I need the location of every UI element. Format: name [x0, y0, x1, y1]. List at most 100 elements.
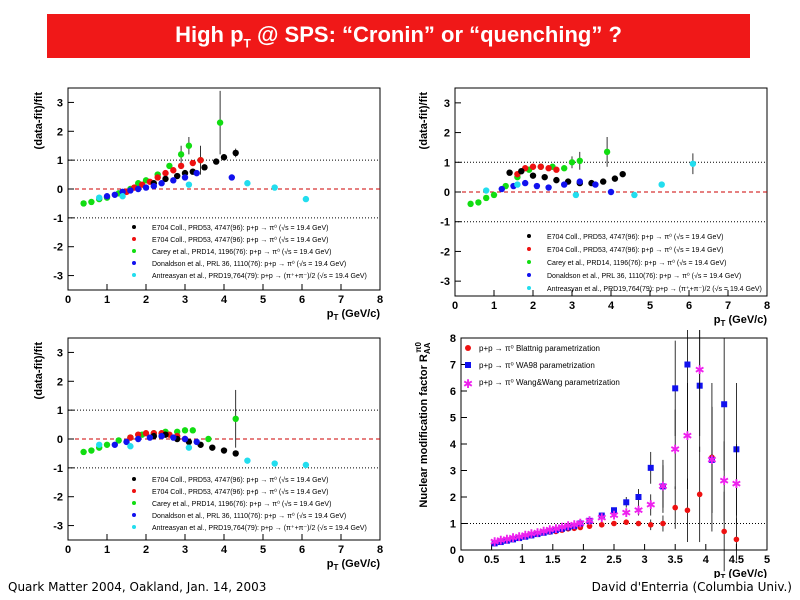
y-tick-label: 3: [444, 98, 450, 110]
data-point-square: [540, 529, 547, 536]
data-point-square: [611, 507, 617, 514]
x-axis-label: pT (GeV/c): [327, 308, 381, 322]
data-point: [658, 181, 665, 188]
data-point-square: [598, 512, 605, 519]
data-point: [553, 166, 560, 173]
x-tick-label: 1: [104, 294, 110, 306]
data-point: [189, 427, 196, 434]
data-point-star: ✱: [609, 509, 619, 523]
data-point-star: ✱: [520, 528, 530, 542]
y-tick-label: 0: [57, 434, 63, 446]
y-axis-label: (data-fit)/fit: [418, 92, 430, 150]
x-tick-label: 1.5: [545, 554, 560, 566]
data-point-star: ✱: [496, 534, 506, 548]
data-point: [568, 159, 576, 166]
legend-entry: p+p → π⁰ Wang&Wang parametrization: [479, 378, 620, 387]
data-point-star: ✱: [569, 518, 579, 532]
y-tick-label: 0: [444, 187, 450, 199]
x-axis-label: pT (GeV/c): [327, 558, 381, 572]
x-tick-label: 2: [580, 554, 586, 566]
x-tick-label: 0: [458, 554, 464, 566]
y-tick-label: -3: [440, 276, 450, 288]
data-point: [586, 523, 593, 529]
legend-marker: [132, 237, 136, 241]
data-point: [611, 520, 617, 527]
x-tick-label: 3: [182, 294, 188, 306]
data-point: [181, 174, 189, 181]
x-tick-label: 0: [65, 544, 71, 556]
x-axis-label-main: p: [327, 558, 334, 570]
x-axis-label-main: p: [714, 568, 721, 578]
data-point: [213, 158, 220, 165]
data-point-square: [623, 499, 630, 506]
data-point-star: ✱: [707, 453, 717, 467]
data-point-square: [522, 533, 529, 540]
data-point: [80, 448, 87, 456]
x-tick-label: 1: [519, 554, 525, 566]
data-point: [181, 435, 189, 443]
data-point: [672, 504, 678, 511]
x-axis-label-unit: (GeV/c): [725, 314, 767, 326]
x-tick-label: 2: [143, 294, 149, 306]
data-point: [518, 168, 525, 175]
data-point: [146, 434, 154, 441]
x-axis-label-main: p: [714, 314, 721, 326]
data-point: [158, 432, 165, 440]
data-point: [592, 181, 599, 188]
y-axis-label-main: Nuclear modification factor R: [418, 354, 430, 507]
data-point: [514, 181, 521, 188]
data-point: [689, 160, 697, 167]
data-point: [611, 175, 619, 182]
data-point: [158, 180, 165, 187]
data-point-square: [503, 537, 510, 544]
x-tick-label: 0: [452, 300, 458, 312]
data-point: [576, 157, 583, 164]
data-point-star: ✱: [557, 520, 567, 534]
data-point: [684, 507, 691, 514]
y-tick-label: 1: [444, 157, 450, 169]
slide-title: High pT @ SPS: “Cronin” or “quenching” ?: [175, 21, 622, 51]
x-axis-label-sub: T: [334, 563, 339, 572]
data-point-star: ✱: [545, 523, 555, 537]
data-point-star: ✱: [633, 503, 643, 517]
data-point-star: ✱: [670, 442, 680, 456]
data-point-star: ✱: [682, 429, 692, 443]
data-point-star: ✱: [526, 527, 536, 541]
data-point: [232, 149, 239, 157]
legend-marker: [465, 345, 471, 351]
data-point: [647, 522, 654, 528]
data-point: [561, 181, 568, 188]
legend-entry: Donaldson et al., PRL 36, 1110(76): p+p …: [152, 260, 346, 268]
data-point: [205, 435, 212, 443]
data-point-star: ✱: [584, 514, 594, 528]
data-point: [506, 169, 513, 176]
y-tick-label: 2: [57, 126, 63, 138]
y-tick-label: 1: [57, 405, 63, 417]
y-tick-label: -1: [53, 213, 63, 225]
y-tick-label: -2: [440, 246, 450, 258]
data-point: [142, 184, 150, 191]
data-point-star: ✱: [597, 511, 607, 525]
data-point: [733, 536, 740, 543]
legend-marker: [132, 225, 136, 229]
y-tick-label: 3: [450, 466, 456, 478]
data-point: [483, 187, 490, 194]
y-tick-label: 3: [57, 97, 63, 109]
footer-author: David d'Enterria (Columbia Univ.): [591, 580, 792, 594]
data-point: [623, 519, 630, 525]
x-tick-label: 6: [299, 294, 305, 306]
data-point-star: ✱: [563, 519, 573, 533]
data-point: [123, 438, 130, 446]
data-point: [96, 441, 103, 448]
data-point-star: ✱: [532, 526, 542, 540]
data-point: [541, 173, 548, 181]
data-point: [88, 447, 95, 454]
data-point: [228, 174, 235, 181]
data-point: [302, 195, 310, 203]
data-point: [201, 164, 208, 171]
data-point: [174, 172, 181, 180]
x-tick-label: 3: [182, 544, 188, 556]
y-tick-label: 7: [450, 360, 456, 372]
legend-marker: [132, 489, 136, 493]
data-point: [111, 441, 119, 448]
